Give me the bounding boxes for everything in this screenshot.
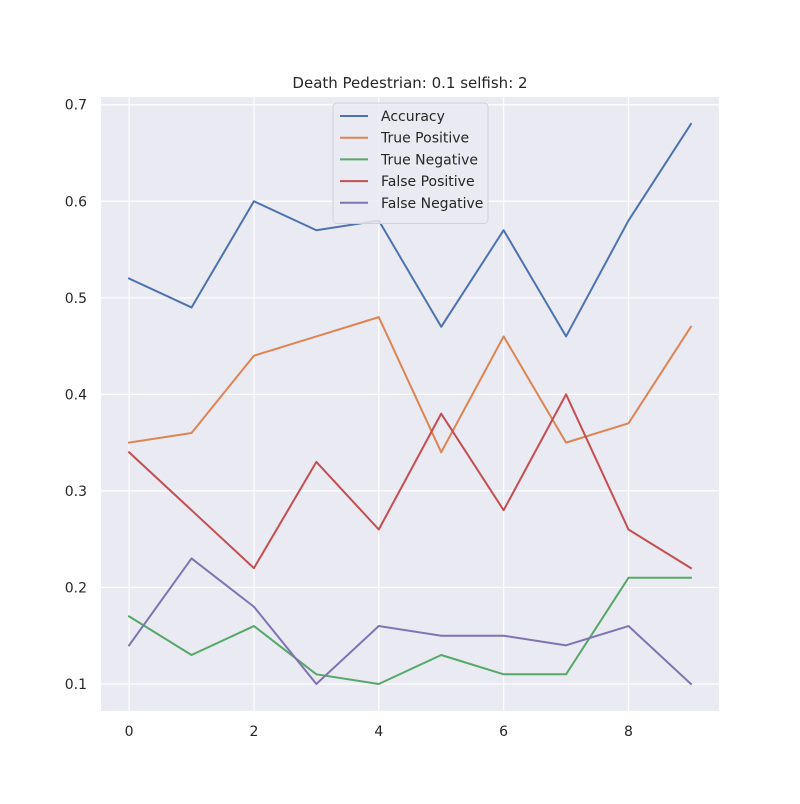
legend-box [332, 102, 489, 224]
y-tick-label: 0.1 [65, 677, 87, 693]
series-line-true-negative [127, 576, 692, 685]
legend-label: True Positive [380, 131, 469, 147]
legend-label: Accuracy [381, 109, 445, 125]
legend-label: False Positive [381, 174, 475, 190]
x-tick-label: 0 [125, 724, 134, 740]
y-tick-label: 0.6 [65, 194, 87, 210]
series-line-false-positive [127, 393, 693, 570]
series-line-true-positive [127, 316, 693, 454]
legend-label: True Negative [380, 152, 478, 168]
y-tick-label: 0.4 [65, 387, 87, 403]
x-tick-label: 8 [624, 724, 633, 740]
y-tick-label: 0.3 [65, 484, 87, 500]
y-tick-label: 0.7 [65, 98, 87, 114]
y-tick-label: 0.5 [65, 291, 87, 307]
x-tick-label: 2 [249, 724, 258, 740]
x-tick-label: 6 [499, 724, 508, 740]
y-tick-label: 0.2 [65, 580, 87, 596]
series-line-accuracy [127, 122, 693, 338]
legend-label: False Negative [381, 196, 483, 212]
plot-area: 0.1 0.2 0.3 0.4 0.5 0.6 0.7 0 2 4 6 8 Accuracy True P… [65, 97, 719, 740]
chart-title: Death Pedestrian: 0.1 selfish: 2 [292, 74, 527, 92]
legend: Accuracy True Positive True Negative False … [332, 102, 489, 224]
x-tick-label: 4 [374, 724, 383, 740]
series-line-false-negative [127, 557, 693, 686]
